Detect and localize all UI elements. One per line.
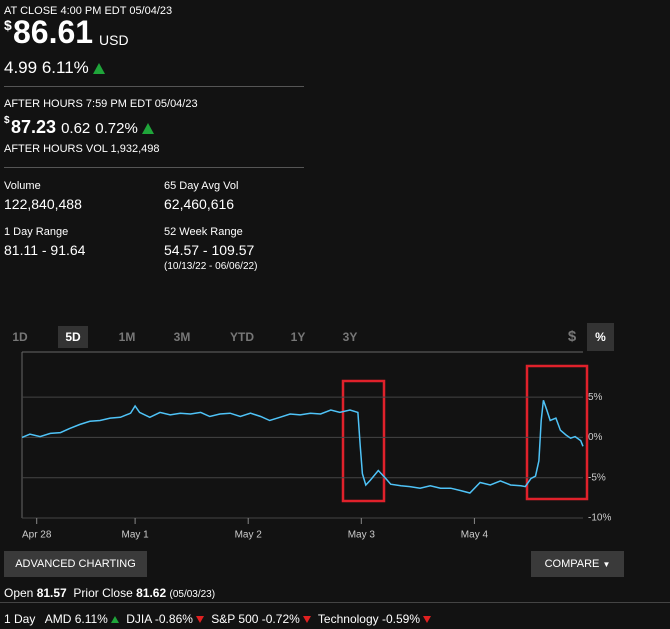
advanced-charting-button[interactable]: ADVANCED CHARTING xyxy=(4,551,147,577)
stat-value: 81.11 - 91.64 xyxy=(4,242,86,258)
change: 4.99 xyxy=(4,58,38,77)
range-tab[interactable]: 3M xyxy=(173,330,191,344)
stat-value: 54.57 - 109.57 xyxy=(164,242,255,258)
open-value: 81.57 xyxy=(36,586,67,600)
currency: USD xyxy=(99,32,129,48)
stat-note: (10/13/22 - 06/06/22) xyxy=(164,261,258,272)
range-tab[interactable]: 1Y xyxy=(290,330,306,344)
stat-label: 65 Day Avg Vol xyxy=(164,180,239,192)
ticker-name[interactable]: S&P 500 xyxy=(211,612,259,626)
open-row: Open 81.57 Prior Close 81.62 (05/03/23) xyxy=(4,586,215,600)
after-hours-volume: AFTER HOURS VOL 1,932,498 xyxy=(4,143,160,155)
day-label: 1 Day xyxy=(4,612,36,626)
separator xyxy=(4,167,304,168)
down-arrow xyxy=(302,616,311,623)
change-pct: 6.11% xyxy=(41,58,89,77)
ticker-name[interactable]: DJIA xyxy=(126,612,152,626)
up-arrow xyxy=(110,616,119,623)
after-hours-row: 87.23 0.62 0.72% xyxy=(11,117,154,138)
stat-label: 52 Week Range xyxy=(164,226,243,238)
up-arrow xyxy=(141,123,154,134)
compare-label: COMPARE xyxy=(544,558,600,570)
x-tick-label: May 2 xyxy=(235,530,263,541)
after-hours-price: 87.23 xyxy=(11,117,57,137)
separator xyxy=(4,86,304,87)
prior-close-value: 81.62 xyxy=(136,586,167,600)
range-tab[interactable]: 3Y xyxy=(342,330,358,344)
stat-value: 62,460,616 xyxy=(164,196,235,212)
ticker-change: -0.72% xyxy=(261,612,300,626)
x-tick-label: May 4 xyxy=(461,530,489,541)
y-tick-label: 5% xyxy=(588,392,603,403)
y-tick-label: -5% xyxy=(588,472,606,483)
prior-close-date: (05/03/23) xyxy=(169,589,216,600)
stat-value: 122,840,488 xyxy=(4,196,82,212)
mode-tab-active[interactable]: % xyxy=(587,323,614,351)
highlight-box xyxy=(341,379,386,503)
open-label: Open xyxy=(4,586,34,600)
x-tick-label: Apr 28 xyxy=(22,530,52,541)
dropdown-caret: ▼ xyxy=(602,560,611,569)
ticker-name[interactable]: AMD xyxy=(44,612,72,626)
ticker-change: -0.59% xyxy=(381,612,421,626)
close-label: AT CLOSE 4:00 PM EDT 05/04/23 xyxy=(4,5,173,17)
price: 86.61 xyxy=(13,14,94,50)
ticker-strip: 1 Day AMD 6.11% DJIA -0.86% S&P 500 -0.7… xyxy=(4,612,435,626)
range-tab[interactable]: 1D xyxy=(12,330,28,344)
x-tick-label: May 3 xyxy=(348,530,376,541)
ticker-name[interactable]: Technology xyxy=(317,612,379,626)
range-tab-active[interactable]: 5D xyxy=(58,326,88,348)
stat-label: 1 Day Range xyxy=(4,226,69,238)
range-tab[interactable]: YTD xyxy=(230,330,254,344)
up-arrow xyxy=(92,63,105,74)
prior-close-label: Prior Close xyxy=(73,586,133,600)
y-tick-label: 0% xyxy=(588,432,603,443)
after-hours-change-pct: 0.72% xyxy=(95,120,138,137)
compare-button[interactable]: COMPARE ▼ xyxy=(531,551,624,577)
change-row: 4.99 6.11% xyxy=(4,58,105,78)
separator xyxy=(0,602,670,603)
range-tab[interactable]: 1M xyxy=(118,330,136,344)
down-arrow xyxy=(195,616,204,623)
mode-tab[interactable]: $ xyxy=(567,328,577,345)
ticker-change: 6.11% xyxy=(74,612,108,626)
currency-symbol: $ xyxy=(4,17,12,33)
down-arrow xyxy=(423,616,432,623)
ticker-change: -0.86% xyxy=(154,612,193,626)
after-hours-change: 0.62 xyxy=(61,120,91,137)
y-tick-label: -10% xyxy=(588,513,611,524)
x-tick-label: May 1 xyxy=(121,530,149,541)
price-line xyxy=(21,400,584,494)
after-hours-label: AFTER HOURS 7:59 PM EDT 05/04/23 xyxy=(4,98,198,110)
stat-label: Volume xyxy=(4,180,41,192)
currency-symbol: $ xyxy=(4,115,10,126)
highlight-box xyxy=(525,364,589,501)
